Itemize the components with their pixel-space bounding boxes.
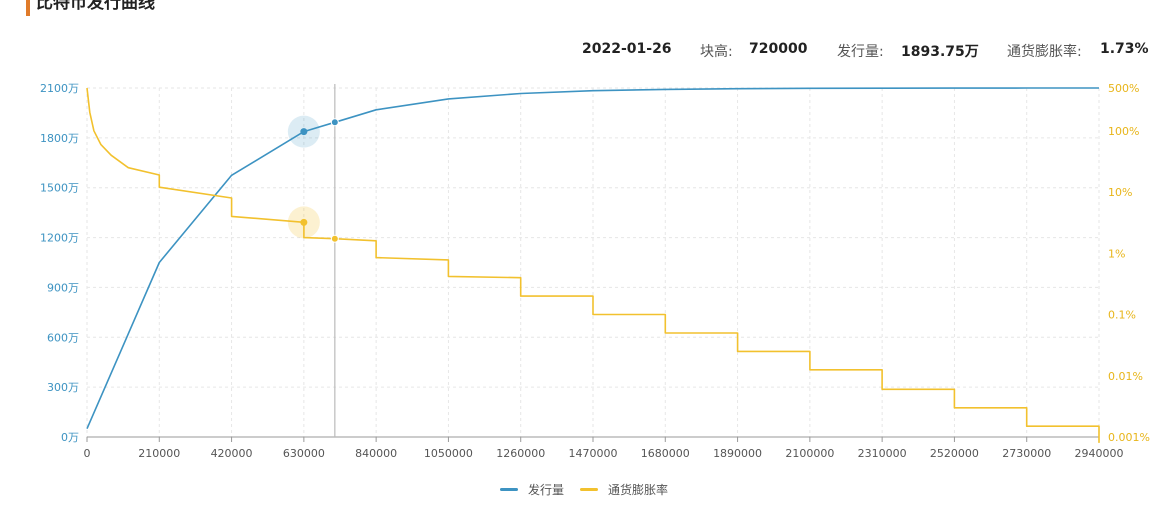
supply-series-line	[86, 87, 1099, 430]
y-right-tick-label: 100%	[1108, 125, 1139, 138]
supply-label: 发行量:	[837, 44, 884, 60]
x-tick-label: 210000	[138, 447, 180, 460]
x-tick-label: 0	[84, 447, 91, 460]
y-left-tick-label: 1200万	[40, 232, 79, 245]
legend-swatch-supply	[500, 488, 518, 491]
y-right-tick-label: 1%	[1108, 247, 1125, 260]
inflation-value: 1.73%	[1100, 41, 1149, 57]
title-accent-bar	[26, 0, 30, 16]
inflation-label: 通货膨胀率:	[1007, 44, 1082, 60]
supply-hover-point	[300, 128, 308, 136]
x-tick-label: 1890000	[713, 447, 762, 460]
y-left-tick-label: 1800万	[40, 132, 79, 145]
legend-item-supply[interactable]: 发行量	[500, 481, 564, 498]
x-tick-label: 2310000	[858, 447, 907, 460]
x-tick-label: 1470000	[569, 447, 618, 460]
x-tick-label: 2100000	[785, 447, 834, 460]
x-tick-label: 1680000	[641, 447, 690, 460]
x-tick-label: 2940000	[1075, 447, 1124, 460]
y-right-tick-label: 10%	[1108, 186, 1132, 199]
x-tick-label: 1260000	[496, 447, 545, 460]
y-right-tick-label: 500%	[1108, 82, 1139, 95]
y-right-tick-label: 0.1%	[1108, 309, 1136, 322]
block-height-value: 720000	[749, 41, 808, 57]
y-left-tick-label: 600万	[47, 331, 79, 344]
supply-value: 1893.75万	[901, 44, 979, 60]
x-tick-label: 840000	[355, 447, 397, 460]
legend-item-inflation[interactable]: 通货膨胀率	[580, 481, 668, 498]
x-tick-label: 630000	[283, 447, 325, 460]
inflation-series-line	[86, 87, 1100, 443]
page-title: 比特币发行曲线	[36, 0, 155, 13]
y-left-tick-label: 1500万	[40, 182, 79, 195]
legend-swatch-inflation	[580, 488, 598, 491]
y-left-tick-label: 0万	[61, 431, 79, 444]
y-left-tick-label: 300万	[47, 381, 79, 394]
supply-highlight-point	[330, 118, 339, 127]
inflation-highlight-point	[330, 234, 339, 243]
y-right-tick-label: 0.01%	[1108, 370, 1143, 383]
legend-label-supply: 发行量	[528, 483, 565, 497]
tooltip-date: 2022-01-26	[582, 41, 672, 57]
x-tick-label: 2730000	[1002, 447, 1051, 460]
y-right-tick-label: 0.001%	[1108, 431, 1150, 444]
x-tick-label: 1050000	[424, 447, 473, 460]
y-left-tick-label: 900万	[47, 281, 79, 294]
x-tick-label: 420000	[211, 447, 253, 460]
y-left-tick-label: 2100万	[40, 82, 79, 95]
legend-label-inflation: 通货膨胀率	[608, 483, 669, 497]
block-height-label: 块高:	[700, 44, 733, 60]
inflation-hover-point	[300, 218, 308, 226]
x-tick-label: 2520000	[930, 447, 979, 460]
